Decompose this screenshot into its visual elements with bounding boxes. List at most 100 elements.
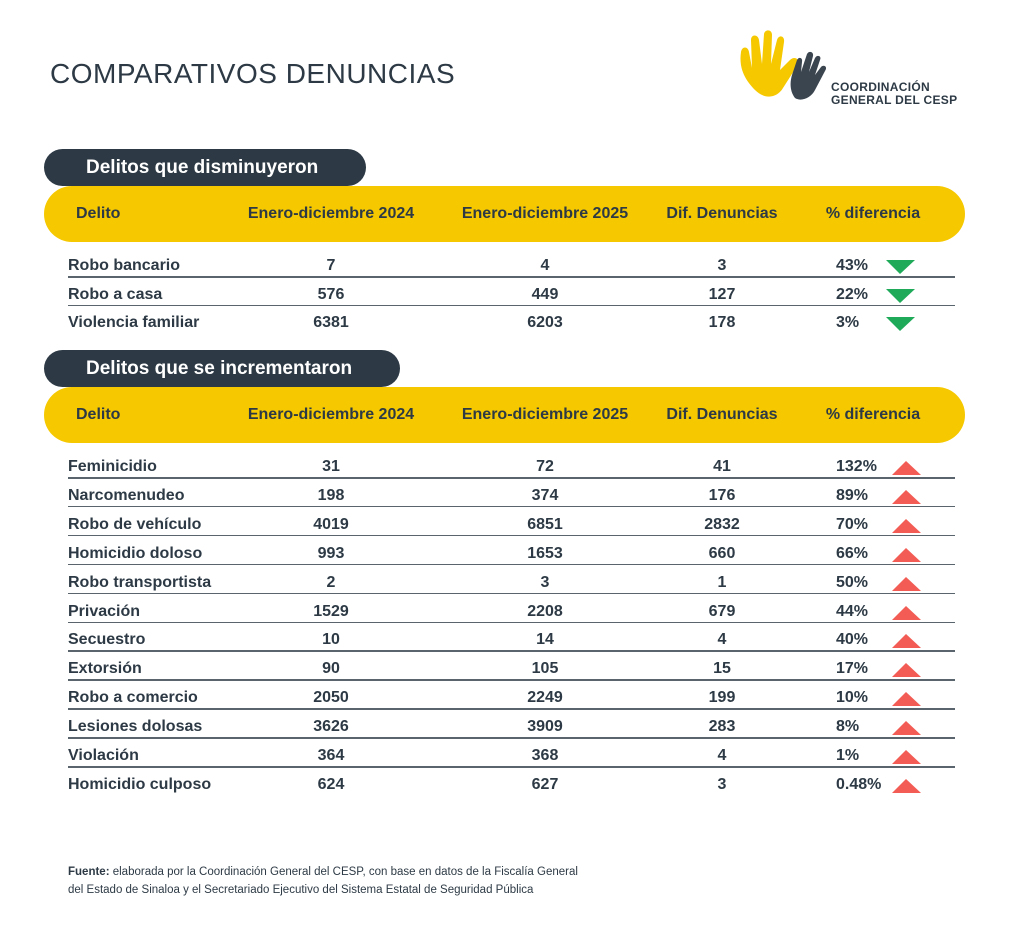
cell: 1: [717, 573, 727, 591]
cell: 3626: [313, 718, 349, 736]
cell: 66%: [836, 544, 869, 562]
row-rule: [68, 679, 955, 681]
cell: 7: [326, 257, 336, 274]
cell: 4019: [313, 515, 349, 533]
cell: 3: [717, 257, 727, 274]
cell: 2249: [527, 689, 563, 707]
column-header: % diferencia: [825, 205, 921, 222]
up-arrow: [892, 547, 921, 562]
column-header: Enero-diciembre 2025: [461, 406, 629, 423]
row-label: Secuestro: [68, 631, 146, 649]
row-label: Violación: [68, 747, 139, 764]
cell: 198: [317, 486, 345, 504]
cell: 105: [531, 660, 559, 678]
column-header: Dif. Denuncias: [666, 205, 778, 222]
cell: 4: [717, 747, 727, 764]
cell: 3909: [527, 718, 563, 736]
cell: 374: [531, 486, 559, 504]
cell: 3%: [836, 314, 860, 331]
row-label: Lesiones dolosas: [68, 718, 203, 736]
row-rule: [68, 276, 955, 278]
row-rule: [68, 534, 955, 537]
row-label: Robo a casa: [68, 285, 163, 303]
cell: 368: [531, 747, 559, 764]
row-label: Homicidio culposo: [68, 775, 212, 793]
cell: 449: [531, 285, 559, 303]
up-arrow: [892, 489, 921, 504]
header-bar: [44, 186, 965, 242]
logo-text: COORDINACIÓN: [831, 80, 930, 94]
row-rule: [68, 477, 955, 479]
row-label: Robo de vehículo: [68, 515, 202, 533]
cell: 2208: [527, 602, 563, 620]
up-arrow: [892, 605, 921, 620]
cell: 10: [322, 631, 340, 649]
up-arrow: [892, 778, 921, 793]
cell: 6381: [313, 314, 349, 331]
cell: 15: [713, 660, 731, 678]
cell: 50%: [836, 573, 869, 591]
up-arrow: [892, 461, 921, 475]
cell: 22%: [836, 285, 869, 303]
cell: 199: [708, 689, 736, 707]
cell: 1529: [313, 602, 349, 620]
cell: 3: [540, 573, 550, 591]
row-label: Violencia familiar: [68, 314, 200, 331]
cell: 6851: [527, 515, 563, 533]
row-label: Extorsión: [68, 660, 142, 678]
cell: 89%: [836, 486, 869, 504]
cell: 624: [317, 775, 345, 793]
row-rule: [68, 708, 955, 710]
row-rule: [68, 621, 955, 623]
footer-text: elaborada por la Coordinación General de…: [112, 866, 578, 878]
cell: 90: [322, 660, 340, 678]
cell: 176: [708, 486, 736, 504]
column-header: Delito: [76, 406, 121, 423]
footer: Fuente: elaborada por la Coordinación Ge…: [68, 866, 578, 878]
row-rule: [68, 563, 955, 566]
section-title: Delitos que disminuyeron: [44, 149, 367, 186]
up-arrow: [892, 518, 921, 533]
cell: 6203: [527, 314, 563, 331]
row-rule: [68, 505, 955, 508]
down-arrow: [886, 288, 915, 303]
row-label: Feminicidio: [68, 458, 157, 475]
cell: 70%: [836, 515, 869, 533]
cell: 43%: [836, 257, 869, 274]
cell: 14: [536, 631, 554, 649]
cell: 3: [717, 775, 727, 793]
cell: 4: [540, 257, 550, 274]
cell: 132%: [836, 458, 877, 475]
cell: 10%: [836, 689, 869, 707]
cell: 31: [322, 458, 340, 475]
row-label: Robo a comercio: [68, 689, 198, 707]
cell: 1%: [836, 747, 860, 764]
logo-text: GENERAL DEL CESP: [831, 93, 958, 107]
page-title: COMPARATIVOS DENUNCIAS: [50, 58, 456, 89]
cell: 0.48%: [836, 775, 882, 793]
logo-icon: [740, 30, 827, 100]
cell: 1653: [527, 544, 563, 562]
cell: 627: [531, 775, 559, 793]
up-arrow: [892, 634, 921, 649]
down-arrow: [886, 260, 915, 274]
down-arrow: [886, 317, 915, 331]
cell: 993: [317, 544, 345, 562]
column-header: Enero-diciembre 2024: [247, 406, 415, 423]
cell: 178: [708, 314, 736, 331]
section-title: Delitos que se incrementaron: [44, 350, 401, 387]
row-rule: [68, 737, 955, 739]
cell: 576: [317, 285, 345, 303]
cell: 44%: [836, 602, 869, 620]
cell: 679: [708, 602, 736, 620]
row-label: Robo bancario: [68, 257, 181, 274]
cell: 283: [708, 718, 736, 736]
column-header: Delito: [76, 205, 121, 222]
column-header: % diferencia: [825, 406, 921, 423]
row-label: Privación: [68, 602, 141, 620]
header-bar: [44, 387, 965, 443]
row-rule: [68, 304, 955, 306]
column-header: Dif. Denuncias: [666, 406, 778, 423]
up-arrow: [892, 663, 921, 678]
column-header: Enero-diciembre 2024: [247, 205, 415, 222]
